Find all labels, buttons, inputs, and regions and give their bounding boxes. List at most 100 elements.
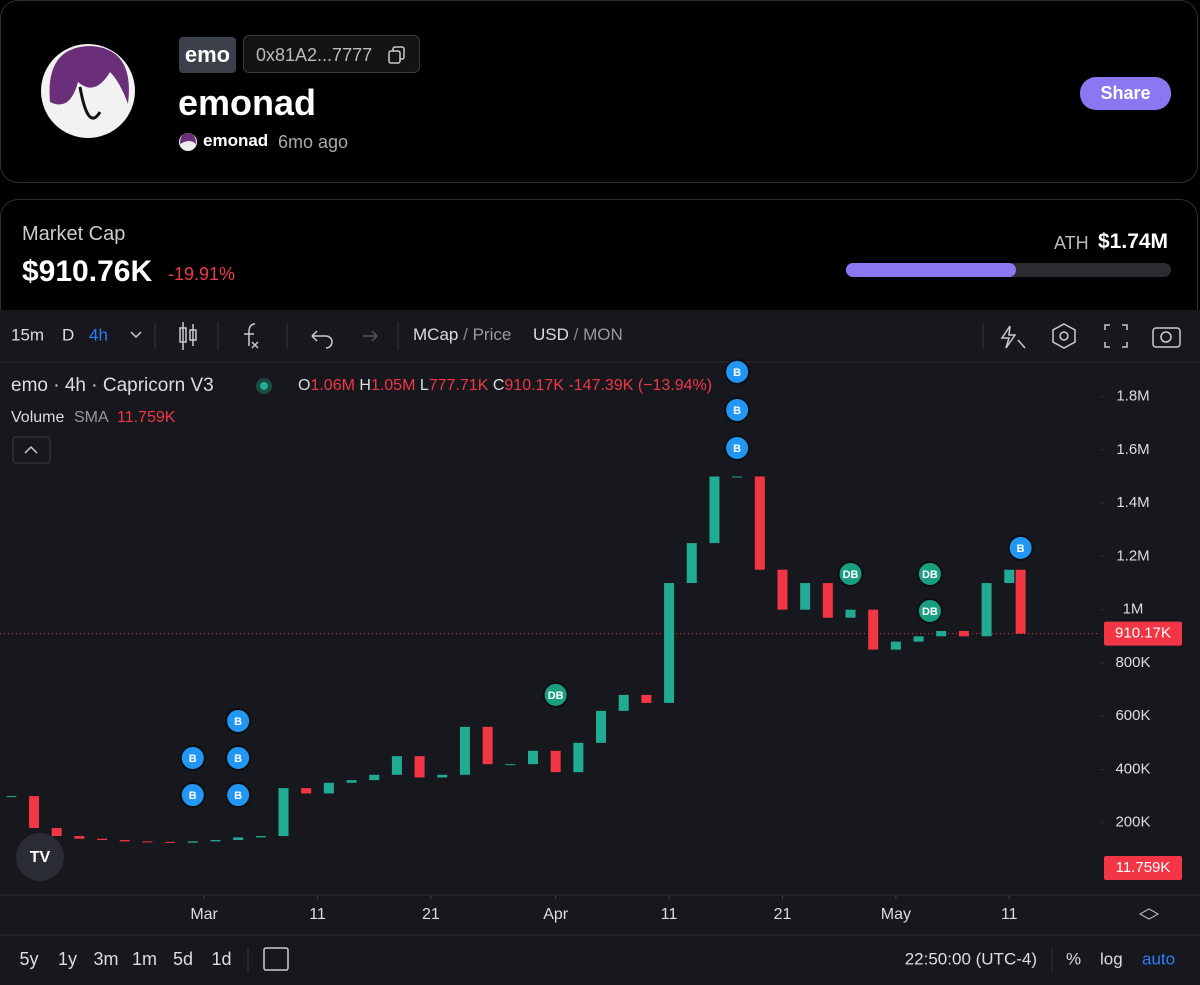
ath-label: ATH (1054, 233, 1089, 253)
x-tick-label: May (881, 906, 911, 923)
range-button[interactable]: 1m (132, 949, 157, 969)
y-tick-label: 800K (1115, 654, 1150, 671)
toolbar-icons[interactable] (179, 322, 1181, 350)
collapse-button[interactable] (12, 436, 51, 464)
sma-value: 11.759K (117, 409, 176, 426)
candle (6, 796, 17, 798)
candle (777, 569, 788, 610)
v: 777.71K (429, 377, 489, 394)
creator-avatar (179, 133, 197, 151)
trade-marker-label: B (1017, 543, 1025, 555)
trade-marker[interactable] (724, 396, 751, 423)
trade-marker-label: B (234, 716, 242, 728)
log-toggle[interactable]: log (1100, 949, 1123, 968)
address-box[interactable]: 0x81A2...7777 (243, 35, 420, 73)
ohlc: O1.06M H1.05M L777.71K C910.17K -147.39K… (298, 377, 712, 394)
y-tick-label: 400K (1115, 760, 1150, 777)
range-button[interactable]: 1y (58, 949, 77, 969)
candle (369, 774, 380, 781)
trade-marker[interactable] (225, 745, 252, 772)
x-tick-label: 21 (774, 906, 792, 923)
candle (323, 782, 334, 794)
auto-toggle[interactable]: auto (1142, 949, 1175, 968)
sma-tag (1104, 856, 1182, 880)
percent-toggle[interactable]: % (1066, 949, 1081, 968)
candle (981, 583, 992, 637)
sma-tag-label: 11.759K (1116, 859, 1171, 876)
candle (527, 750, 538, 765)
candle (936, 630, 947, 637)
x-tick-label: Mar (190, 906, 218, 923)
v: 910.17K (504, 377, 564, 394)
share-button[interactable]: Share (1080, 77, 1171, 110)
logo (16, 833, 64, 881)
k: O (298, 377, 310, 394)
k: H (359, 377, 371, 394)
avatar (41, 44, 135, 138)
candle (233, 837, 244, 841)
price-tag-label: 910.17K (1115, 625, 1171, 642)
trade-marker[interactable] (916, 598, 943, 625)
interval[interactable]: 4h (89, 325, 108, 344)
x-tick-label: 11 (661, 906, 678, 923)
candle (278, 788, 289, 837)
candle (890, 641, 901, 650)
candle (505, 764, 516, 766)
candle (255, 836, 266, 838)
range-button[interactable]: 3m (93, 949, 118, 969)
trade-marker-label: B (234, 753, 242, 765)
trade-marker[interactable] (225, 782, 252, 809)
v: -147.39K (−13.94%) (568, 377, 712, 394)
creator[interactable]: emonad (203, 131, 269, 150)
interval[interactable]: D (62, 325, 74, 344)
mode-toggle[interactable]: MCap / Price (413, 325, 511, 344)
trade-marker[interactable] (225, 708, 252, 735)
trade-marker-label: B (234, 790, 242, 802)
range-button[interactable]: 5y (19, 949, 38, 969)
range-button[interactable]: 5d (173, 949, 193, 969)
trade-marker-label: DB (922, 606, 938, 618)
address: 0x81A2...7777 (256, 45, 373, 65)
trade-marker[interactable] (179, 782, 206, 809)
age: 6mo ago (278, 132, 349, 152)
ath-track (846, 263, 1171, 277)
trade-marker[interactable] (724, 435, 751, 462)
date-picker[interactable] (263, 947, 289, 971)
candle (29, 796, 40, 829)
volume-label: Volume (11, 409, 64, 426)
candle (1015, 569, 1026, 634)
candle (664, 583, 675, 703)
dropdown-icon[interactable] (130, 331, 142, 339)
candle (1004, 569, 1015, 584)
candle (641, 694, 652, 703)
token-card (0, 0, 1198, 183)
candle (550, 750, 561, 773)
currency-toggle[interactable]: USD / MON (533, 325, 623, 344)
trade-marker[interactable] (542, 681, 569, 708)
interval[interactable]: 15m (11, 325, 44, 344)
candle (74, 836, 85, 839)
candle (913, 636, 924, 642)
candle (165, 841, 176, 843)
candle (958, 630, 969, 637)
settings-icon[interactable] (1138, 908, 1160, 920)
chart-panel: 15m D 4h MCap / Price USD / MON emo · 4h… (0, 310, 1200, 985)
v: 1.05M (371, 377, 415, 394)
trade-marker[interactable] (1007, 534, 1034, 561)
ath-value: $1.74M (1098, 230, 1169, 253)
mode: MCap (413, 325, 458, 344)
candle (686, 543, 697, 584)
x-tick-label: 11 (1001, 906, 1018, 923)
range-button[interactable]: 1d (211, 949, 231, 969)
candle (187, 841, 198, 843)
range-bar: 5y 1y 3m 1m 5d 1d (19, 949, 231, 969)
trade-marker[interactable] (179, 745, 206, 772)
trade-marker[interactable] (916, 560, 943, 587)
k: L (420, 377, 429, 394)
x-tick-label: 11 (309, 906, 326, 923)
candle (414, 756, 425, 778)
trade-marker[interactable] (837, 560, 864, 587)
currency: USD (533, 325, 569, 344)
trade-marker[interactable] (724, 358, 751, 385)
